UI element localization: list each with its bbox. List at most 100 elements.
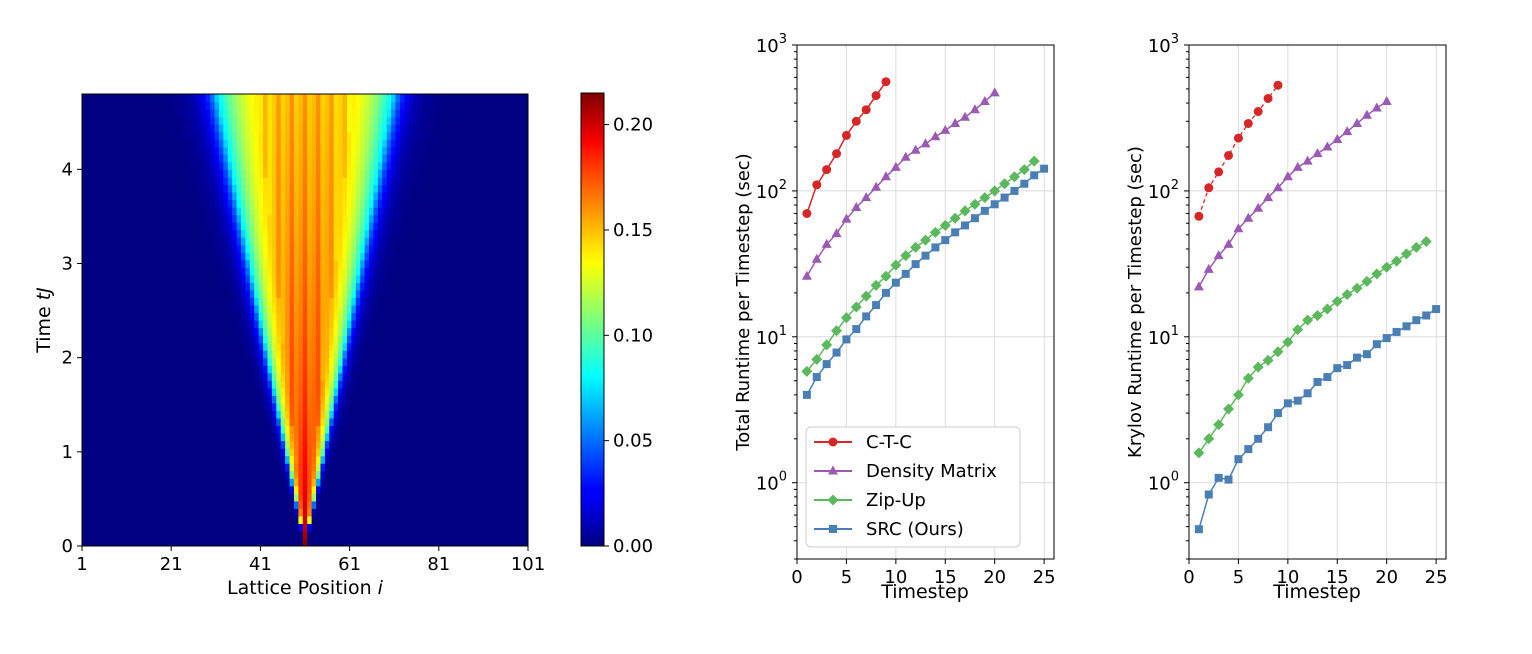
heatmap-cell xyxy=(201,402,207,411)
heatmap-cell xyxy=(157,184,163,193)
heatmap-cell xyxy=(320,515,326,524)
heatmap-cell xyxy=(422,380,428,389)
heatmap-cell xyxy=(183,395,189,404)
heatmap-cell xyxy=(245,523,251,532)
heatmap-cell xyxy=(232,538,238,546)
heatmap-cell xyxy=(99,425,105,434)
heatmap-cell xyxy=(82,304,88,314)
heatmap-cell xyxy=(170,289,176,298)
heatmap-cell xyxy=(276,508,282,517)
heatmap-cell xyxy=(276,530,282,540)
heatmap-cell xyxy=(439,320,445,329)
heatmap-cell xyxy=(130,304,136,314)
heatmap-cell xyxy=(430,538,436,546)
heatmap-cell xyxy=(311,530,317,540)
heatmap-cell xyxy=(108,478,114,487)
heatmap-cell xyxy=(240,237,246,246)
heatmap-cell xyxy=(523,463,528,472)
heatmap-cell xyxy=(413,259,419,268)
heatmap-cell xyxy=(126,410,132,419)
heatmap-cell xyxy=(82,229,88,238)
heatmap-cell xyxy=(271,184,277,193)
heatmap-cell xyxy=(90,214,96,223)
heatmap-cell xyxy=(227,207,233,216)
heatmap-cell xyxy=(99,169,105,178)
heatmap-cell xyxy=(205,335,211,344)
heatmap-cell xyxy=(475,433,481,442)
heatmap-cell xyxy=(157,470,163,479)
heatmap-cell xyxy=(466,267,472,276)
heatmap-cell xyxy=(289,372,295,381)
heatmap-cell xyxy=(214,274,220,283)
heatmap-cell xyxy=(223,252,229,261)
heatmap-cell xyxy=(121,485,127,494)
heatmap-cell xyxy=(333,455,339,464)
heatmap-cell xyxy=(139,259,145,268)
heatmap-cell xyxy=(245,493,251,502)
heatmap-cell xyxy=(196,372,202,381)
heatmap-cell xyxy=(134,463,141,472)
heatmap-cell xyxy=(417,380,423,389)
heatmap-cell xyxy=(497,365,503,374)
heatmap-cell xyxy=(170,304,176,314)
heatmap-cell xyxy=(311,297,317,306)
heatmap-cell xyxy=(298,365,304,374)
heatmap-cell xyxy=(417,410,423,419)
heatmap-cell xyxy=(201,297,207,306)
heatmap-cell xyxy=(475,402,481,411)
heatmap-cell xyxy=(448,327,454,336)
heatmap-cell xyxy=(457,214,463,223)
heatmap-cell xyxy=(245,207,251,216)
heatmap-cell xyxy=(457,267,463,276)
heatmap-cell xyxy=(285,237,291,246)
heatmap-cell xyxy=(395,417,401,427)
heatmap-cell xyxy=(293,229,299,238)
heatmap-cell xyxy=(426,508,432,517)
heatmap-cell xyxy=(369,387,375,396)
heatmap-cell xyxy=(413,395,419,404)
heatmap-cell xyxy=(417,282,423,291)
heatmap-cell xyxy=(298,493,304,502)
heatmap-cell xyxy=(483,267,489,276)
heatmap-cell xyxy=(130,448,136,457)
heatmap-cell xyxy=(161,207,167,216)
heatmap-cell xyxy=(329,402,335,411)
heatmap-cell xyxy=(430,252,436,261)
heatmap-cell xyxy=(501,455,507,464)
heatmap-cell xyxy=(307,530,313,540)
heatmap-cell xyxy=(130,357,136,366)
heatmap-cell xyxy=(223,229,229,238)
heatmap-cell xyxy=(104,433,110,442)
heatmap-cell xyxy=(245,244,251,253)
heatmap-cell xyxy=(117,199,123,208)
heatmap-cell xyxy=(329,357,335,366)
heatmap-cell xyxy=(214,395,220,404)
heatmap-cell xyxy=(134,410,141,419)
heatmap-cell xyxy=(514,372,520,381)
heatmap-cell xyxy=(289,440,295,449)
heatmap-cell xyxy=(271,530,277,540)
heatmap-cell xyxy=(227,478,233,487)
heatmap-cell xyxy=(510,470,516,479)
heatmap-cell xyxy=(417,470,423,479)
heatmap-cell xyxy=(104,515,110,524)
heatmap-cell xyxy=(263,357,269,366)
heatmap-cell xyxy=(82,267,88,276)
heatmap-cell xyxy=(121,530,127,540)
heatmap-cell xyxy=(236,493,242,502)
heatmap-cell xyxy=(104,207,110,216)
heatmap-cell xyxy=(223,387,229,396)
heatmap-cell xyxy=(439,500,445,509)
heatmap-cell xyxy=(395,357,401,366)
heatmap-cell xyxy=(112,485,118,494)
heatmap-cell xyxy=(333,184,339,193)
heatmap-cell xyxy=(329,387,335,396)
heatmap-cell xyxy=(360,395,366,404)
heatmap-cell xyxy=(342,335,348,344)
heatmap-cell xyxy=(249,402,255,411)
heatmap-cell xyxy=(82,282,88,291)
heatmap-cell xyxy=(444,417,450,427)
heatmap-cell xyxy=(333,433,339,442)
heatmap-cell xyxy=(205,538,211,546)
heatmap-cell xyxy=(174,357,180,366)
